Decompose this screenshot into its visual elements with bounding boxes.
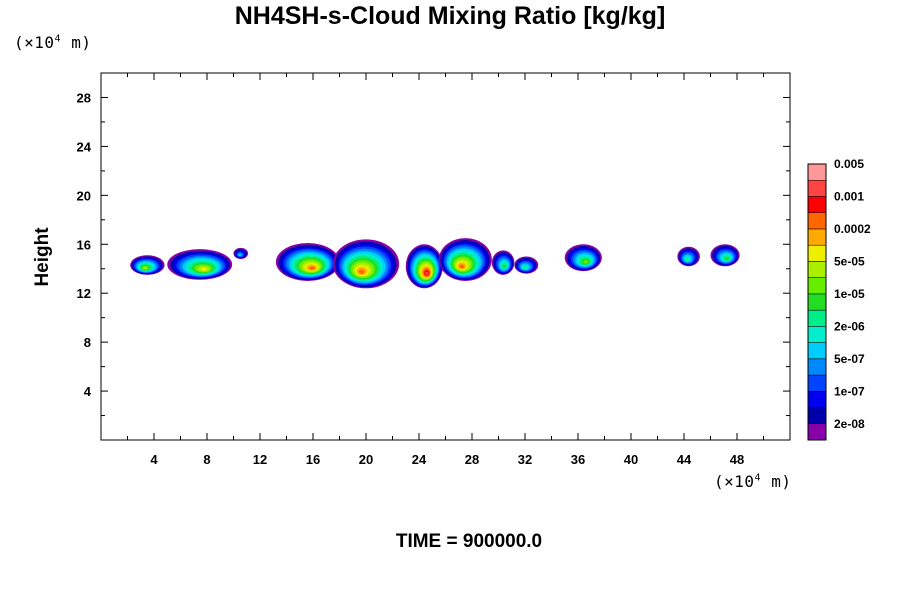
cloud-blob <box>438 238 492 281</box>
y-axis-unit: (×104 m) <box>14 33 92 52</box>
cloud-contour <box>143 267 147 270</box>
colorbar-swatch <box>807 244 827 262</box>
x-tick-label: 44 <box>677 452 692 467</box>
colorbar-swatch <box>807 423 827 441</box>
cloud-field <box>130 238 740 289</box>
colorbar-swatch <box>807 212 827 230</box>
y-tick-label: 20 <box>77 188 91 203</box>
colorbar-label: 0.0002 <box>834 222 871 236</box>
time-footer: TIME = 900000.0 <box>395 531 543 552</box>
colorbar-label: 5e-05 <box>834 254 865 268</box>
x-tick-label: 32 <box>518 452 532 467</box>
y-tick-label: 4 <box>84 384 92 399</box>
cloud-blob <box>167 249 233 280</box>
y-tick-label: 16 <box>77 237 91 252</box>
cloud-contour <box>503 264 507 268</box>
x-tick-label: 16 <box>306 452 320 467</box>
cloud-contour <box>685 257 689 261</box>
colorbar-label: 2e-06 <box>834 319 865 333</box>
colorbar-label: 0.005 <box>834 157 864 171</box>
cloud-blob <box>677 246 700 267</box>
colorbar-swatch <box>807 358 827 376</box>
colorbar-swatch <box>807 163 827 181</box>
x-tick-label: 12 <box>253 452 267 467</box>
colorbar-label: 5e-07 <box>834 352 865 366</box>
colorbar-swatch <box>807 407 827 425</box>
cloud-contour <box>200 267 208 271</box>
colorbar-frame <box>807 163 827 441</box>
x-tick-label: 20 <box>359 452 373 467</box>
cloud-blob <box>564 244 602 272</box>
x-tick-label: 4 <box>150 452 158 467</box>
colorbar-swatch <box>807 277 827 295</box>
cloud-contour <box>238 253 242 257</box>
cloud-contour <box>583 260 588 264</box>
x-axis-unit: (×104 m) <box>714 472 792 491</box>
colorbar-swatch <box>807 309 827 327</box>
colorbar-label: 1e-07 <box>834 384 865 398</box>
colorbar-swatch <box>807 179 827 197</box>
colorbar-swatch <box>807 228 827 246</box>
cloud-blob <box>710 244 740 267</box>
x-tick-label: 8 <box>203 452 210 467</box>
cloud-contour <box>309 266 315 270</box>
colorbar-swatch <box>807 342 827 360</box>
chart-title: NH4SH-s-Cloud Mixing Ratio [kg/kg] <box>234 2 666 30</box>
cloud-contour <box>358 269 365 274</box>
cloud-contour <box>523 266 527 269</box>
x-tick-label: 40 <box>624 452 638 467</box>
cloud-blob <box>514 256 539 274</box>
cloud-blob <box>332 239 400 289</box>
y-tick-label: 12 <box>77 286 91 301</box>
x-tick-label: 48 <box>730 452 744 467</box>
cloud-blob <box>491 250 515 275</box>
colorbar-label: 2e-08 <box>834 417 865 431</box>
colorbar: 2e-08 1e-07 5e-07 2e-06 1e-05 5e-05 0.0002 0.00… <box>807 157 871 441</box>
cloud-contour <box>425 271 429 276</box>
colorbar-label: 1e-05 <box>834 287 865 301</box>
y-tick-label: 8 <box>84 335 91 350</box>
cloud-blob <box>130 255 165 275</box>
colorbar-swatch <box>807 391 827 408</box>
y-tick-label: 24 <box>77 139 92 154</box>
cloud-contour <box>459 264 464 269</box>
x-tick-label: 36 <box>571 452 585 467</box>
colorbar-swatch <box>807 196 827 213</box>
cloud-blob <box>405 244 443 289</box>
cloud-blob <box>275 243 340 281</box>
colorbar-swatch <box>807 374 827 392</box>
colorbar-swatch <box>807 293 827 311</box>
colorbar-swatch <box>807 326 827 343</box>
x-tick-label: 28 <box>465 452 479 467</box>
cloud-blob <box>233 247 249 259</box>
x-tick-label: 24 <box>412 452 427 467</box>
colorbar-swatch <box>807 261 827 278</box>
cloud-contour <box>725 257 729 261</box>
colorbar-label: 0.001 <box>834 189 864 203</box>
y-tick-label: 28 <box>77 90 91 105</box>
